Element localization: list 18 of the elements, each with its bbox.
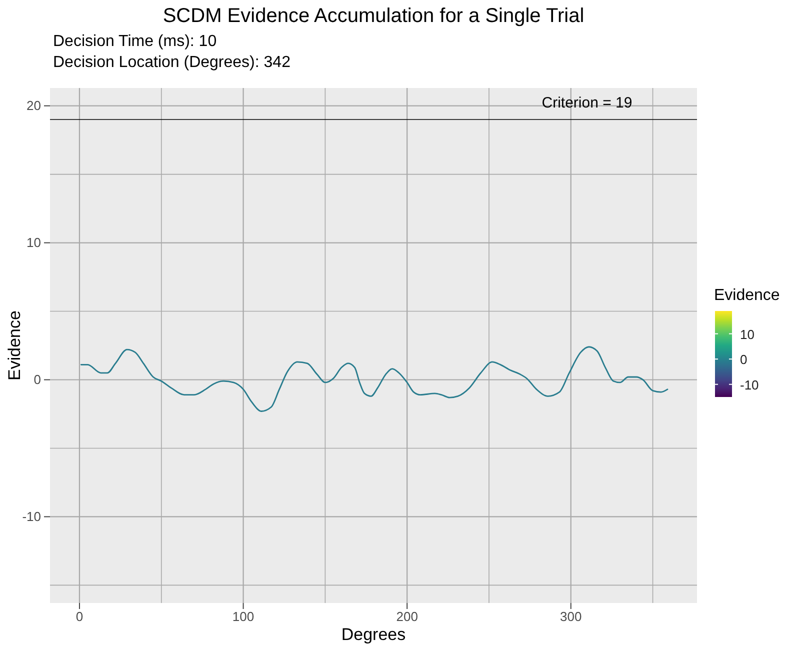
color-bar-label: 10 [740, 326, 754, 342]
y-tick-label: 10 [26, 234, 41, 250]
chart-title: SCDM Evidence Accumulation for a Single Trial [162, 5, 584, 27]
y-axis-title: Evidence [5, 310, 24, 380]
line-series [80, 346, 668, 412]
chart-subtitle: Decision Time (ms): 10 Decision Location (Degrees): 342 [53, 33, 291, 71]
y-tick-label: 20 [26, 98, 41, 113]
color-bar-label: -10 [740, 377, 759, 392]
x-tick-label: 100 [232, 609, 254, 624]
x-tick-label: 300 [560, 609, 582, 624]
ref-line-label: Criterion = 19 [542, 94, 632, 112]
y-tick-label: -10 [22, 508, 41, 524]
x-tick-label: 200 [396, 609, 418, 624]
x-axis-title: Degrees [341, 625, 406, 644]
x-tick-label: 0 [76, 609, 84, 624]
y-tick-label: 0 [34, 372, 41, 387]
color-bar-label: 0 [740, 352, 748, 368]
color-bar-title: Evidence [714, 287, 780, 304]
